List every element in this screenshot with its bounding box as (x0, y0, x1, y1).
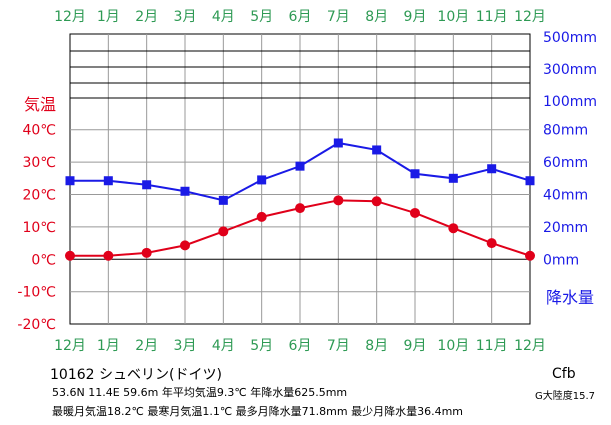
temperature-tick-label: 20℃ (22, 188, 56, 204)
temperature-point (410, 207, 420, 218)
month-label-top: 6月 (289, 9, 312, 25)
month-label-top: 8月 (365, 9, 388, 25)
temperature-tick-label: -20℃ (17, 317, 56, 333)
month-label-bottom: 3月 (174, 338, 197, 354)
temperature-tick-label: 40℃ (22, 123, 56, 139)
climate-classification: Cfb (552, 366, 576, 382)
temperature-point (371, 196, 382, 207)
bottom-month-labels: 12月 1月 2月 3月 4月 5月 6月 7月 8月 9月 10月 11月 12月 (54, 338, 546, 354)
station-summary-line2: 最暖月気温18.2℃ 最寒月気温1.1℃ 最多月降水量71.8mm 最少月降水量… (52, 405, 464, 418)
precipitation-axis-label: 降水量 (546, 288, 594, 307)
month-label-bottom: 12月 (54, 338, 86, 354)
temperature-point (180, 240, 190, 251)
month-label-bottom: 8月 (365, 338, 388, 354)
temperature-axis-label: 気温 (24, 95, 56, 114)
month-label-top: 9月 (404, 9, 427, 25)
temperature-point (218, 226, 229, 237)
precipitation-tick-label: 80mm (543, 123, 588, 139)
month-label-bottom: 5月 (250, 338, 273, 354)
temperature-tick-label: 30℃ (22, 155, 56, 171)
precipitation-point (410, 169, 420, 179)
month-label-bottom: 11月 (476, 338, 508, 354)
month-label-bottom: 4月 (212, 338, 235, 354)
series-group (65, 138, 535, 261)
grid-lines (70, 34, 530, 324)
temperature-point (525, 250, 535, 261)
temperature-tick-label: 10℃ (22, 220, 56, 236)
precipitation-point (372, 145, 382, 155)
precipitation-point (487, 164, 497, 174)
temperature-point (486, 238, 497, 249)
precipitation-tick-label: 40mm (543, 188, 588, 204)
precipitation-tick-label: 300mm (543, 62, 597, 78)
month-label-top: 12月 (514, 9, 546, 25)
temperature-tick-labels: -20℃ -10℃ 0℃ 10℃ 20℃ 30℃ 40℃ (17, 123, 56, 333)
temperature-point (103, 250, 114, 261)
precipitation-point (333, 138, 343, 148)
month-label-top: 12月 (54, 9, 86, 25)
month-label-top: 1月 (97, 9, 120, 25)
temperature-point (141, 247, 152, 258)
month-label-bottom: 2月 (135, 338, 158, 354)
station-summary-line1: 53.6N 11.4E 59.6m 年平均気温9.3℃ 年降水量625.5mm (52, 386, 348, 399)
month-label-top: 10月 (437, 9, 469, 25)
temperature-point (295, 203, 305, 214)
precipitation-tick-labels: 0mm 20mm 40mm 60mm 80mm 100mm 300mm 500mm (543, 30, 597, 268)
precipitation-tick-label: 60mm (543, 155, 588, 171)
precipitation-point (295, 161, 305, 171)
precipitation-tick-label: 100mm (543, 94, 597, 110)
precipitation-point (103, 176, 113, 186)
temperature-tick-label: 0℃ (31, 252, 56, 268)
precipitation-point (180, 186, 190, 196)
month-label-bottom: 6月 (289, 338, 312, 354)
month-label-top: 7月 (327, 9, 350, 25)
month-label-top: 11月 (476, 9, 508, 25)
precipitation-point (525, 176, 535, 186)
precipitation-point (448, 173, 458, 183)
precipitation-tick-label: 20mm (543, 220, 588, 236)
month-label-top: 5月 (250, 9, 273, 25)
month-label-bottom: 9月 (404, 338, 427, 354)
month-label-top: 4月 (212, 9, 235, 25)
month-label-bottom: 7月 (327, 338, 350, 354)
precipitation-point (65, 176, 75, 186)
continentality-index: G大陸度15.7 (535, 391, 596, 402)
precipitation-point (142, 180, 152, 190)
temperature-point (448, 223, 459, 234)
month-label-bottom: 10月 (437, 338, 469, 354)
temperature-tick-label: -10℃ (17, 285, 56, 301)
temperature-point (333, 195, 344, 206)
station-name: 10162 シュベリン(ドイツ) (50, 367, 222, 383)
month-label-bottom: 1月 (97, 338, 120, 354)
top-month-labels: 12月 1月 2月 3月 4月 5月 6月 7月 8月 9月 10月 11月 12月 (54, 9, 546, 25)
precipitation-tick-label: 500mm (543, 30, 597, 46)
month-label-bottom: 12月 (514, 338, 546, 354)
precipitation-point (218, 195, 228, 205)
month-label-top: 2月 (135, 9, 158, 25)
month-label-top: 3月 (174, 9, 197, 25)
temperature-point (65, 250, 75, 261)
temperature-point (256, 211, 267, 222)
precipitation-point (257, 175, 267, 185)
precipitation-tick-label: 0mm (543, 252, 579, 268)
